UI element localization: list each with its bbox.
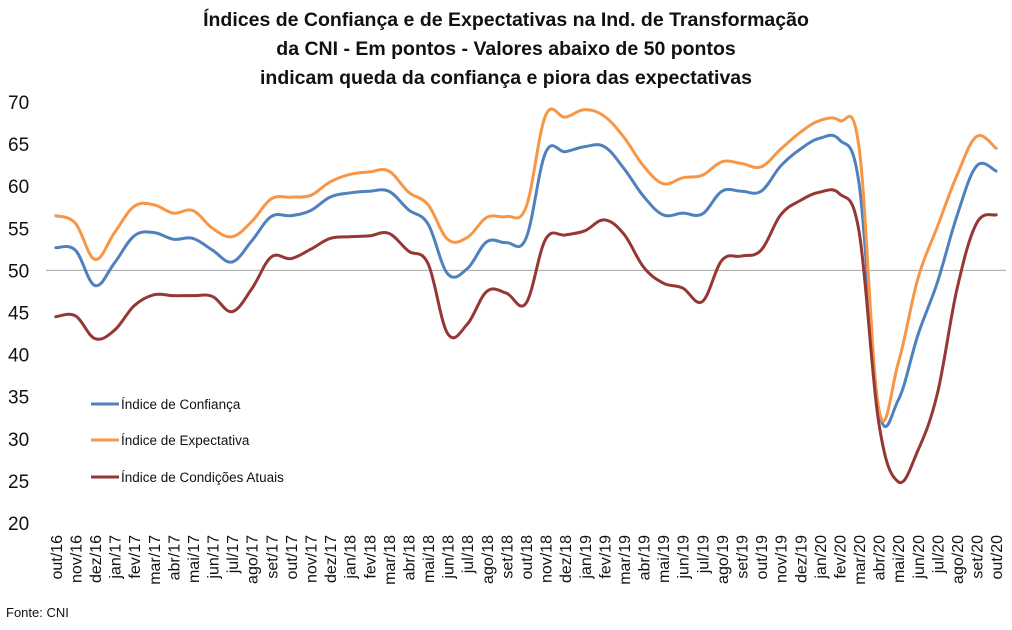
x-tick-label: nov/16 [68, 535, 85, 583]
x-tick-label: set/19 [735, 535, 752, 579]
y-tick-label: 60 [8, 177, 29, 198]
x-tick-label: abr/18 [401, 535, 418, 580]
x-tick-label: ago/18 [480, 535, 497, 584]
x-tick-label: ago/20 [950, 535, 967, 584]
x-tick-label: mai/17 [186, 535, 203, 583]
x-tick-label: jun/19 [676, 535, 693, 580]
y-tick-label: 65 [8, 135, 29, 156]
x-tick-label: jan/17 [108, 535, 125, 580]
x-tick-label: mai/18 [421, 535, 438, 583]
y-tick-label: 45 [8, 304, 29, 325]
legend-label-condicoes-atuais: Índice de Condições Atuais [121, 470, 284, 485]
y-axis: 20 25 30 35 40 45 50 55 60 65 70 [8, 93, 29, 535]
x-tick-label: jun/20 [911, 535, 928, 580]
x-tick-label: ago/19 [715, 535, 732, 584]
x-tick-label: jun/18 [441, 535, 458, 580]
chart-title-line-3: indicam queda da confiança e piora das e… [259, 67, 752, 89]
x-tick-label: fev/18 [362, 535, 379, 579]
series-line-condicoes-atuais [54, 188, 998, 485]
x-tick-label: dez/17 [323, 535, 340, 583]
x-tick-label: jul/17 [225, 535, 242, 574]
legend-label-confianca: Índice de Confiança [121, 397, 241, 412]
x-tick-label: set/18 [499, 535, 516, 579]
y-tick-label: 50 [8, 261, 29, 282]
x-tick-label: out/20 [989, 535, 1006, 580]
x-tick-label: jul/20 [930, 535, 947, 574]
x-axis: out/16 nov/16 dez/16 jan/17 fev/17 mar/17 abr/… [49, 535, 1006, 585]
y-tick-label: 55 [8, 219, 29, 240]
x-tick-label: jan/19 [578, 535, 595, 580]
x-tick-label: abr/20 [872, 535, 889, 580]
x-tick-label: set/17 [264, 535, 281, 579]
x-tick-label: mai/20 [891, 535, 908, 583]
x-tick-label: jan/18 [343, 535, 360, 580]
x-tick-label: abr/17 [166, 535, 183, 580]
x-tick-label: dez/18 [558, 535, 575, 583]
x-tick-label: dez/16 [88, 535, 105, 583]
x-tick-label: nov/18 [539, 535, 556, 583]
chart-title: Índices de Confiança e de Expectativas n… [0, 6, 1012, 93]
x-tick-label: mar/19 [617, 535, 634, 585]
legend: Índice de Confiança Índice de Expectativa… [91, 397, 284, 485]
legend-label-expectativa: Índice de Expectativa [121, 433, 250, 448]
y-tick-label: 25 [8, 472, 29, 493]
x-tick-label: out/16 [49, 535, 66, 580]
x-tick-label: out/18 [519, 535, 536, 580]
y-tick-label: 35 [8, 388, 29, 409]
series-group [54, 107, 998, 485]
x-tick-label: jul/19 [695, 535, 712, 574]
x-tick-label: mar/18 [382, 535, 399, 585]
series-line-expectativa [54, 107, 998, 423]
x-tick-label: fev/19 [597, 535, 614, 579]
x-tick-label: dez/19 [793, 535, 810, 583]
x-tick-label: jun/17 [206, 535, 223, 580]
x-tick-label: jan/20 [813, 535, 830, 580]
series-line-confianca [54, 133, 998, 428]
x-tick-label: nov/17 [303, 535, 320, 583]
x-tick-label: fev/17 [127, 535, 144, 579]
y-tick-label: 20 [8, 514, 29, 535]
source-note: Fonte: CNI [6, 605, 69, 620]
x-tick-label: ago/17 [245, 535, 262, 584]
x-tick-label: mai/19 [656, 535, 673, 583]
chart-title-line-1: Índices de Confiança e de Expectativas n… [203, 9, 809, 31]
y-tick-label: 70 [8, 93, 29, 114]
x-tick-label: fev/20 [832, 535, 849, 579]
chart-title-line-2: da CNI - Em pontos - Valores abaixo de 5… [276, 38, 736, 60]
x-tick-label: set/20 [970, 535, 987, 579]
x-tick-label: out/17 [284, 535, 301, 580]
x-tick-label: jul/18 [460, 535, 477, 574]
x-tick-label: out/19 [754, 535, 771, 580]
x-tick-label: mar/17 [147, 535, 164, 585]
x-tick-label: mar/20 [852, 535, 869, 585]
x-tick-label: nov/19 [774, 535, 791, 583]
y-tick-label: 30 [8, 430, 29, 451]
y-tick-label: 40 [8, 346, 29, 367]
x-tick-label: abr/19 [637, 535, 654, 580]
